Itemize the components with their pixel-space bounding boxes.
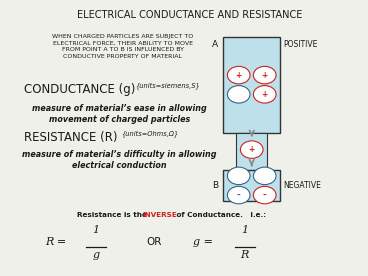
Text: R: R bbox=[240, 250, 249, 260]
Text: INVERSE: INVERSE bbox=[142, 211, 177, 217]
Text: ELECTRICAL CONDUCTANCE AND RESISTANCE: ELECTRICAL CONDUCTANCE AND RESISTANCE bbox=[77, 10, 302, 20]
Text: OR: OR bbox=[147, 237, 162, 247]
Bar bbox=[236, 132, 267, 170]
Bar bbox=[223, 37, 280, 132]
Text: 1: 1 bbox=[93, 225, 100, 235]
Circle shape bbox=[227, 66, 250, 84]
Text: R =: R = bbox=[45, 237, 66, 247]
Circle shape bbox=[254, 186, 276, 204]
Text: g =: g = bbox=[193, 237, 213, 247]
Text: measure of material’s ease in allowing
movement of charged particles: measure of material’s ease in allowing m… bbox=[32, 104, 206, 124]
Circle shape bbox=[254, 66, 276, 84]
Text: -: - bbox=[263, 191, 266, 200]
Text: +: + bbox=[262, 90, 268, 99]
Text: 1: 1 bbox=[241, 225, 248, 235]
Text: B: B bbox=[212, 181, 218, 190]
Text: NEGATIVE: NEGATIVE bbox=[283, 181, 321, 190]
Text: POSITIVE: POSITIVE bbox=[283, 40, 318, 49]
Text: +: + bbox=[262, 71, 268, 79]
Text: Resistance is the: Resistance is the bbox=[77, 211, 149, 217]
Text: of Conductance.   i.e.:: of Conductance. i.e.: bbox=[174, 211, 266, 217]
Circle shape bbox=[227, 86, 250, 103]
Text: CONDUCTANCE (g): CONDUCTANCE (g) bbox=[24, 83, 139, 96]
Text: +: + bbox=[249, 145, 255, 154]
Text: RESISTANCE (R): RESISTANCE (R) bbox=[24, 131, 121, 144]
Circle shape bbox=[254, 167, 276, 185]
Text: {units=siemens,S}: {units=siemens,S} bbox=[135, 82, 200, 89]
Text: -: - bbox=[237, 191, 241, 200]
Bar bbox=[223, 170, 280, 201]
Text: measure of material’s difficulty in allowing
electrical conduction: measure of material’s difficulty in allo… bbox=[22, 150, 216, 170]
Circle shape bbox=[227, 167, 250, 185]
Bar bbox=[236, 132, 267, 170]
Text: {units=Ohms,Ω}: {units=Ohms,Ω} bbox=[121, 130, 178, 137]
Text: WHEN CHARGED PARTICLES ARE SUBJECT TO
ELECTRICAL FORCE, THEIR ABILITY TO MOVE
FR: WHEN CHARGED PARTICLES ARE SUBJECT TO EL… bbox=[52, 34, 193, 59]
Text: g: g bbox=[93, 250, 100, 260]
Circle shape bbox=[227, 186, 250, 204]
Circle shape bbox=[240, 141, 263, 158]
Text: A: A bbox=[212, 40, 218, 49]
Text: +: + bbox=[236, 71, 242, 79]
Circle shape bbox=[254, 86, 276, 103]
